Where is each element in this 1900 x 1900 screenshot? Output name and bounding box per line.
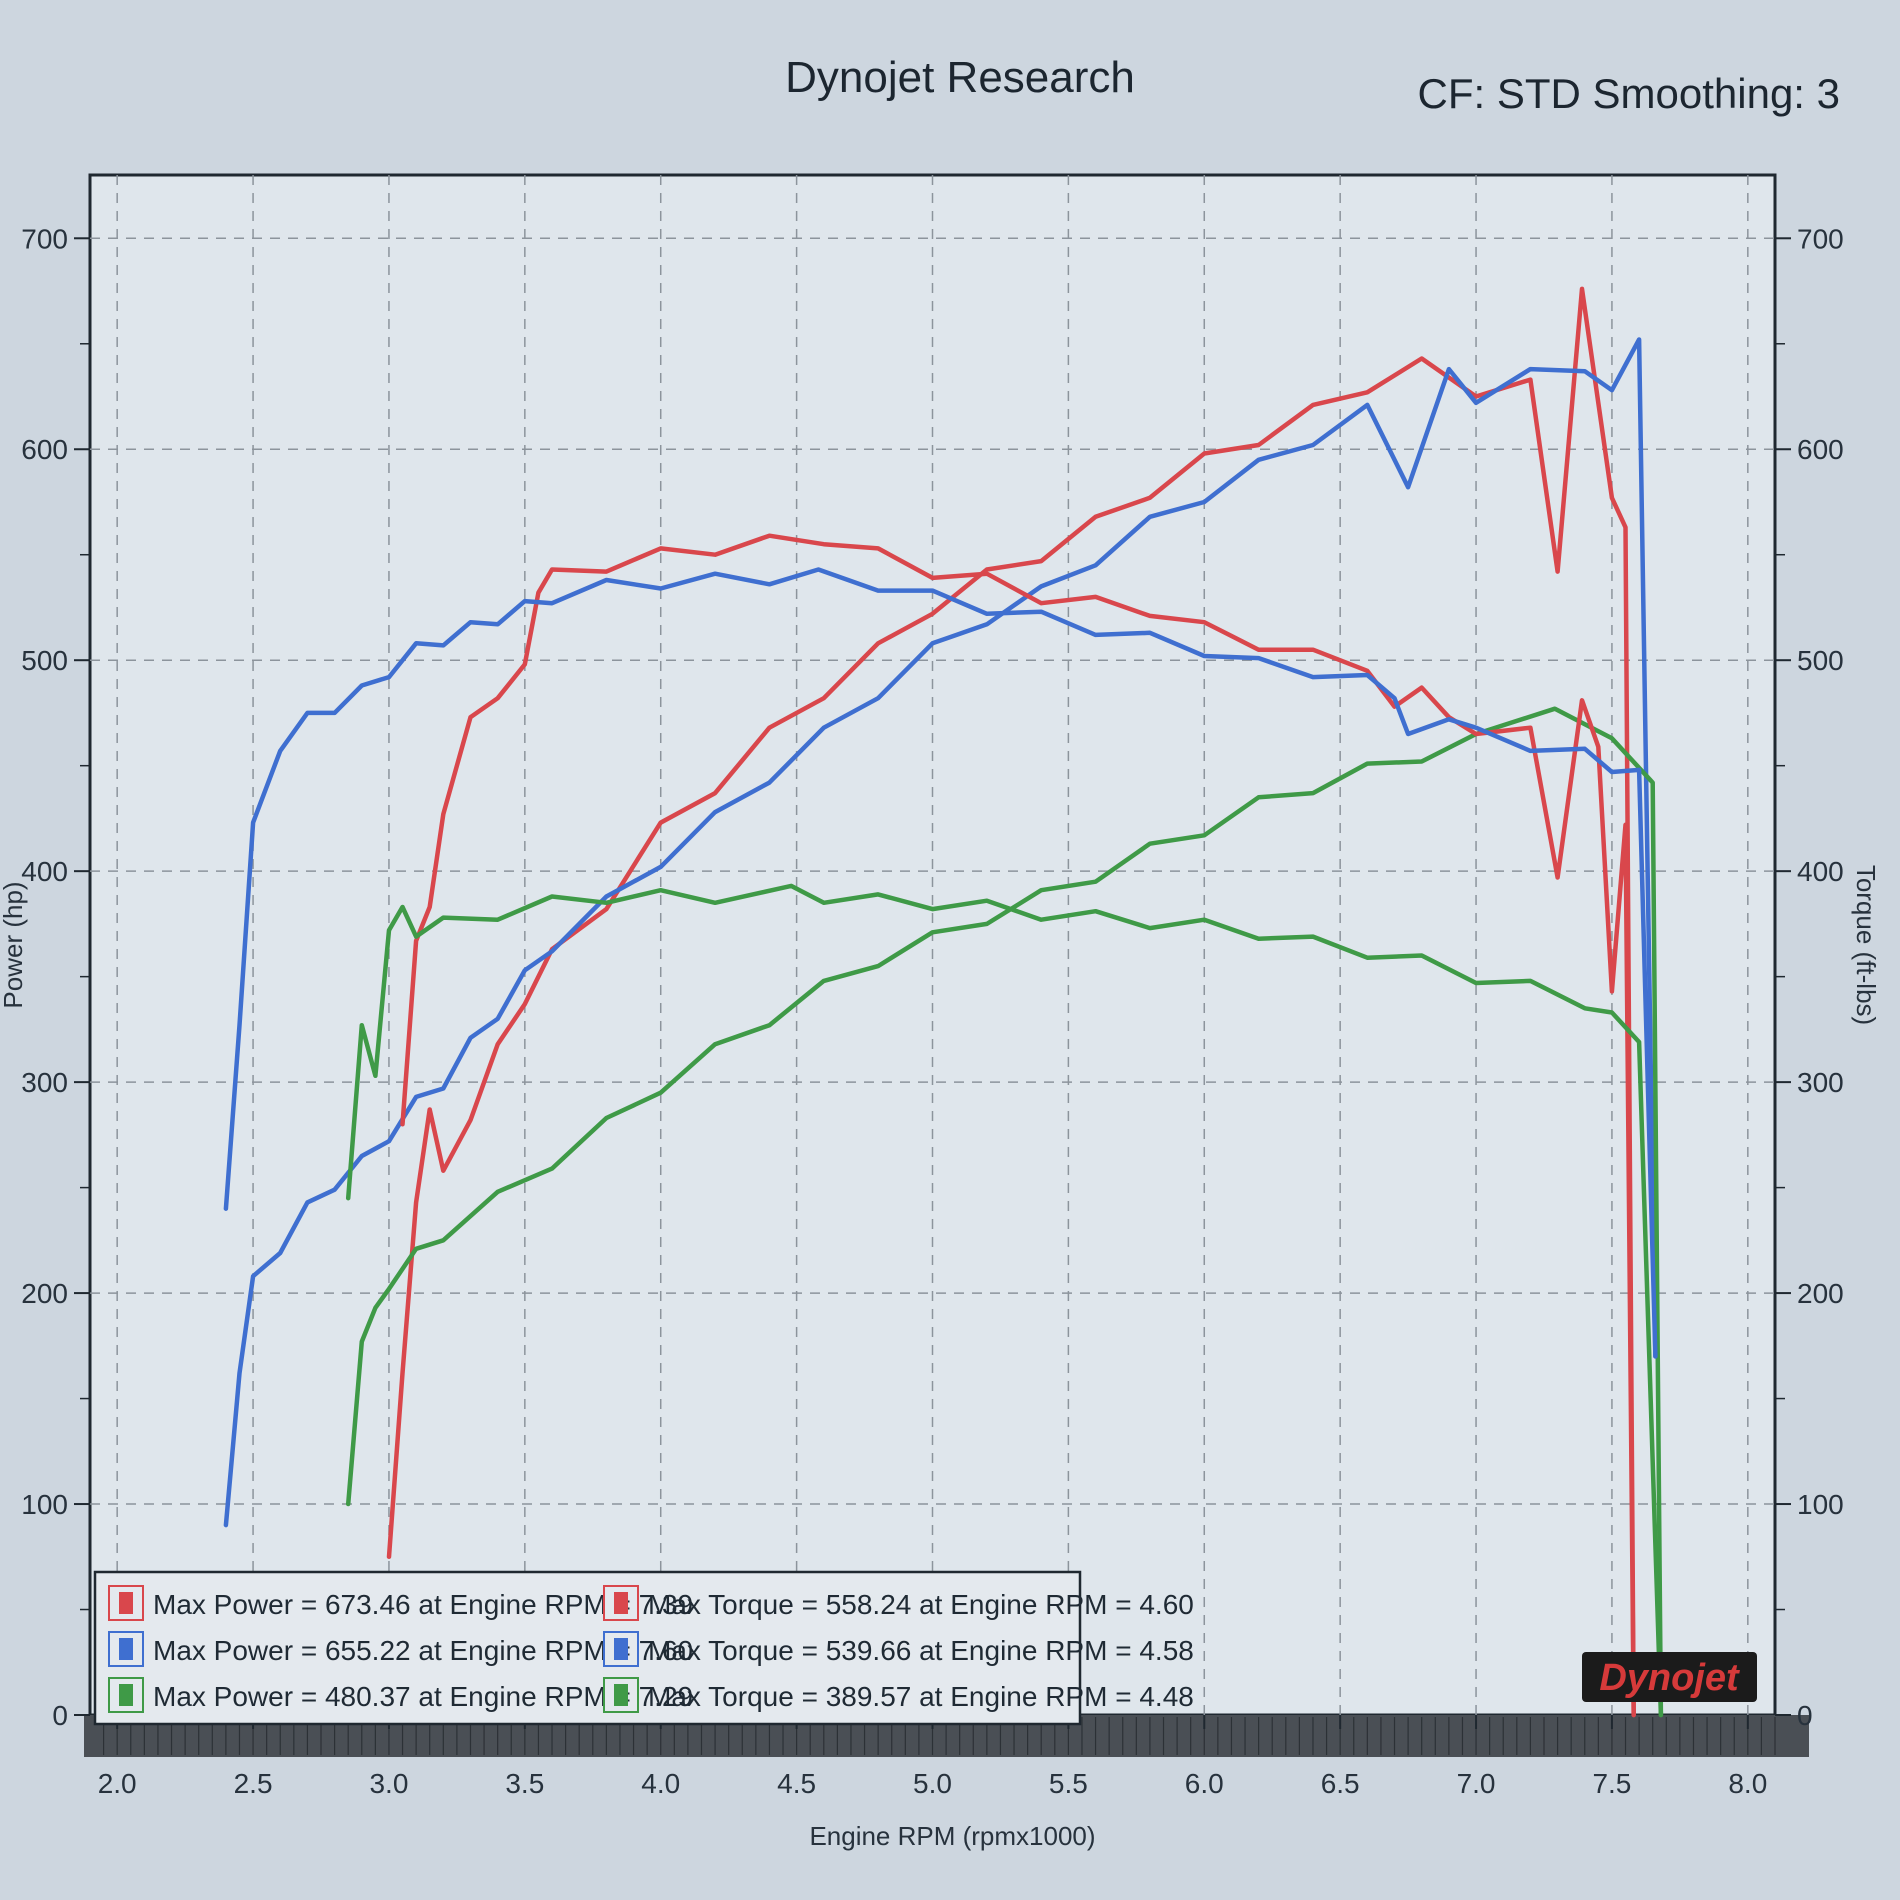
legend-entry-text: Max Torque = 539.66 at Engine RPM = 4.58 [648,1635,1194,1666]
legend-swatch-blue [119,1638,133,1660]
right-tick-label: 300 [1797,1067,1844,1098]
axes: 2.0 2.5 3.0 3.5 4.0 4.5 5.0 5.5 6.0 6.5 7.0 7.5 8.0 0… [21,223,1843,1799]
legend-swatch-frame [603,1585,639,1621]
x-tick-label: 7.0 [1457,1768,1496,1799]
left-tick-label: 300 [21,1067,68,1098]
left-tick-label: 600 [21,434,68,465]
gridlines [90,175,1775,1715]
legend-swatch-red [614,1592,628,1614]
right-tick-label: 200 [1797,1278,1844,1309]
x-tick-label: 2.5 [234,1768,273,1799]
right-tick-label: 500 [1797,645,1844,676]
left-axis-title: Power (hp) [0,881,28,1008]
chart-title: Dynojet Research [785,53,1135,102]
left-tick-label: 100 [21,1489,68,1520]
legend-swatch-red [119,1592,133,1614]
correction-settings: CF: STD Smoothing: 3 [1418,70,1840,117]
left-tick-label: 200 [21,1278,68,1309]
plot-area [88,173,1777,1717]
left-tick-label: 500 [21,645,68,676]
legend-entry-text: Max Power = 655.22 at Engine RPM = 7.60 [153,1635,693,1666]
blue-torque-curve [223,567,1658,1359]
red-power-curve [386,286,1636,1718]
right-axis-title: Torque (ft-lbs) [1851,865,1881,1025]
green-torque-curve [345,883,1664,1718]
legend-swatch-blue [614,1638,628,1660]
legend-swatch-green [119,1684,133,1706]
legend-entry-text: Max Power = 673.46 at Engine RPM = 7.39 [153,1589,693,1620]
x-tick-label: 6.5 [1321,1768,1360,1799]
dynojet-logo: Dynojet [1582,1652,1757,1702]
legend-swatch-frame [108,1631,144,1667]
right-tick-label: 400 [1797,856,1844,887]
series-lines [223,286,1664,1718]
x-tick-label: 8.0 [1728,1768,1767,1799]
right-tick-label: 700 [1797,223,1844,254]
legend-entry-text: Max Torque = 558.24 at Engine RPM = 4.60 [648,1589,1194,1620]
x-tick-label: 4.0 [641,1768,680,1799]
left-tick-label: 0 [52,1700,68,1731]
right-tick-label: 100 [1797,1489,1844,1520]
x-tick-label: 5.5 [1049,1768,1088,1799]
logo-text: Dynojet [1599,1657,1740,1699]
right-tick-label: 600 [1797,434,1844,465]
plot-floor [84,1715,1809,1757]
x-tick-label: 3.0 [369,1768,408,1799]
legend-swatch-frame [108,1585,144,1621]
x-axis-title: Engine RPM (rpmx1000) [809,1821,1095,1851]
x-tick-label: 6.0 [1185,1768,1224,1799]
legend-entry-text: Max Torque = 389.57 at Engine RPM = 4.48 [648,1681,1194,1712]
green-power-curve [345,706,1664,1718]
blue-power-curve [223,337,1658,1528]
left-tick-label: 400 [21,856,68,887]
left-tick-label: 700 [21,223,68,254]
x-tick-label: 3.5 [505,1768,544,1799]
legend-swatch-frame [603,1631,639,1667]
x-tick-label: 4.5 [777,1768,816,1799]
x-tick-label: 5.0 [913,1768,952,1799]
x-tick-label: 2.0 [98,1768,137,1799]
red-torque-curve [400,533,1636,1718]
legend-entry-text: Max Power = 480.37 at Engine RPM = 7.29 [153,1681,693,1712]
legend: Max Power = 673.46 at Engine RPM = 7.39M… [93,1570,1194,1726]
right-tick-label: 0 [1797,1700,1813,1731]
logo-plate [1582,1652,1757,1702]
x-tick-label: 7.5 [1592,1768,1631,1799]
legend-swatch-frame [603,1677,639,1713]
legend-swatch-green [614,1684,628,1706]
legend-swatch-frame [108,1677,144,1713]
legend-box [93,1570,1082,1726]
